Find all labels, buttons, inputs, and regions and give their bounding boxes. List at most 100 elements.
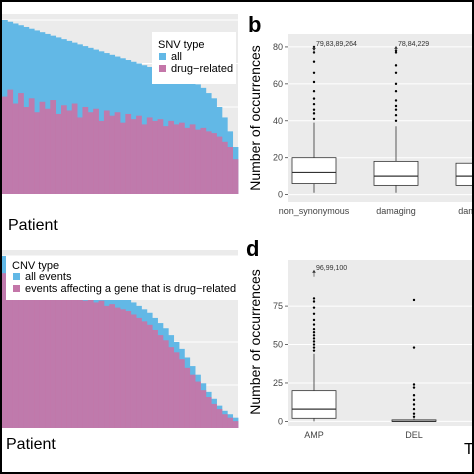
panel-b-annotations: 79,83,89,264 78,84,229 [312, 41, 429, 53]
panel-c-legend-box [6, 256, 238, 300]
box-outlier-point [394, 119, 398, 122]
box-iqr [291, 157, 337, 184]
panel-b-annotation-text: 79,83,89,264 [316, 41, 357, 48]
panel-a-bar-drug-related [103, 110, 110, 194]
panel-c-bar-drug-related [50, 292, 57, 428]
panel-b-y-tick-label: 20 [273, 153, 283, 163]
box-iqr [291, 390, 337, 419]
box-outlier-point [412, 346, 416, 349]
box-outlier-point [394, 114, 398, 117]
panel-c-x-axis-label: Patient [6, 436, 56, 453]
panel-b-x-tick-label: damaging [376, 206, 416, 216]
panel-a-legend-title: SNV type [158, 39, 204, 51]
panel-a-legend-label-all: all [171, 51, 182, 63]
panel-a-bar-drug-related [195, 129, 201, 194]
box-outlier-point [412, 298, 416, 302]
panel-d-x-tick-label: DEL [405, 430, 423, 440]
panel-c-bar-drug-related [109, 304, 116, 428]
panel-c-bar-drug-related [103, 305, 110, 428]
panel-c-bar-drug-related [77, 293, 83, 428]
panel-c-legend-label-all-events: all events [25, 271, 72, 283]
panel-a-bar-drug-related [98, 120, 105, 194]
panel-a-bar-drug-related [146, 117, 153, 194]
panel-a-bar-drug-related [44, 108, 51, 194]
panel-a-bar-drug-related [179, 122, 185, 194]
box-outlier-point [312, 318, 316, 322]
panel-d-y-tick-label: 0 [278, 416, 283, 426]
panel-d-annotations: 96,99,100 [312, 265, 347, 277]
box-outlier-point [312, 112, 316, 115]
panel-a-snv-bar-chart: SNV type all drug−related Patient [2, 2, 239, 234]
panel-d-y-tick-label: 50 [273, 340, 283, 350]
panel-b-annotation-arrowhead [312, 45, 316, 49]
panel-d-cutoff-label: T [464, 441, 472, 458]
panel-a-bar-drug-related [71, 103, 78, 194]
panel-c-bar-drug-related [61, 295, 67, 428]
panel-b-y-tick-label: 0 [278, 190, 283, 200]
panel-c-bar-drug-related [130, 314, 137, 428]
box-outlier-point [394, 108, 398, 111]
panel-c-bar-drug-related [28, 286, 35, 428]
panel-a-bar-drug-related [136, 115, 142, 194]
panel-a-bar-drug-related [77, 117, 83, 194]
panel-d-annotation-arrowhead [312, 269, 316, 273]
panel-c-bar-drug-related [82, 300, 89, 428]
panel-a-bar-drug-related [7, 89, 14, 194]
panel-b-y-ticks: 0 20 40 60 80 [273, 42, 288, 200]
box-outlier-point [312, 349, 316, 352]
panel-a-bar-drug-related [173, 124, 180, 194]
panel-a-bar-drug-related [50, 100, 57, 194]
box-outlier-point [312, 97, 316, 100]
panel-c-bar-drug-related [12, 274, 19, 428]
box-outlier-point [312, 80, 316, 84]
panel-d-y-tick-label: 25 [273, 378, 283, 388]
panel-c-bar-drug-related [2, 273, 8, 428]
box-outlier-point [312, 108, 316, 111]
panel-c-bar-drug-related [211, 403, 217, 428]
panel-b-annotation-arrowhead [394, 45, 398, 49]
box-outlier-point [312, 346, 316, 349]
panel-c-bar-drug-related [152, 329, 158, 428]
panel-c-bar-drug-related [184, 367, 191, 428]
box-outlier-point [412, 412, 416, 415]
panel-b-y-tick-label: 40 [273, 116, 283, 126]
panel-a-legend: SNV type all drug−related [152, 32, 236, 84]
panel-d-letter: d [246, 236, 259, 261]
panel-c-bar-drug-related [87, 297, 94, 428]
box-outlier-point [312, 327, 316, 331]
panel-c-bar-drug-related [44, 285, 51, 428]
panel-d-gridlines [288, 305, 472, 422]
panel-c-bar-drug-related [168, 347, 175, 428]
panel-a-bar-drug-related [227, 147, 234, 194]
panel-c-bar-drug-related [18, 283, 24, 428]
panel-c-bar-drug-related [146, 324, 153, 428]
panel-c-bars [2, 255, 239, 428]
panel-c-bar-drug-related [227, 417, 234, 428]
panel-c-bar-drug-related [136, 317, 142, 428]
panel-b-x-ticks: non_synonymous damaging damaging [279, 206, 472, 216]
box-outlier-point [312, 90, 316, 93]
panel-a-bar-drug-related [200, 127, 207, 194]
box-outlier-point [412, 386, 416, 389]
panel-d-y-ticks: 0 25 50 75 [273, 301, 288, 426]
panel-c-bar-drug-related [39, 290, 46, 428]
panel-a-bar-drug-related [12, 103, 19, 194]
panel-c-bar-drug-related [162, 340, 169, 428]
panel-a-bar-drug-related [168, 120, 175, 194]
box-iqr [455, 162, 472, 186]
box-iqr [373, 160, 419, 186]
panel-b-letter: b [248, 12, 261, 37]
box-outlier-point [312, 343, 316, 346]
panel-b-annotation-text: 78,84,229 [398, 41, 429, 48]
box-outlier-point [312, 300, 316, 303]
panel-b-x-tick-label: damaging [458, 206, 472, 216]
panel-a-bar-drug-related [141, 124, 148, 194]
panel-d-cnv-boxplot: d 0 25 50 75 AMP DEL 96,99,100 Number of occ… [246, 236, 472, 458]
panel-a-bar-drug-related [232, 159, 239, 194]
panel-a-bar-drug-related [23, 107, 30, 194]
panel-a-bars [2, 19, 239, 195]
panel-c-bar-drug-related [157, 335, 164, 428]
panel-c-legend-title: CNV type [12, 260, 59, 272]
panel-b-y-tick-label: 60 [273, 79, 283, 89]
panel-a-legend-swatch-drug-related [159, 65, 166, 72]
